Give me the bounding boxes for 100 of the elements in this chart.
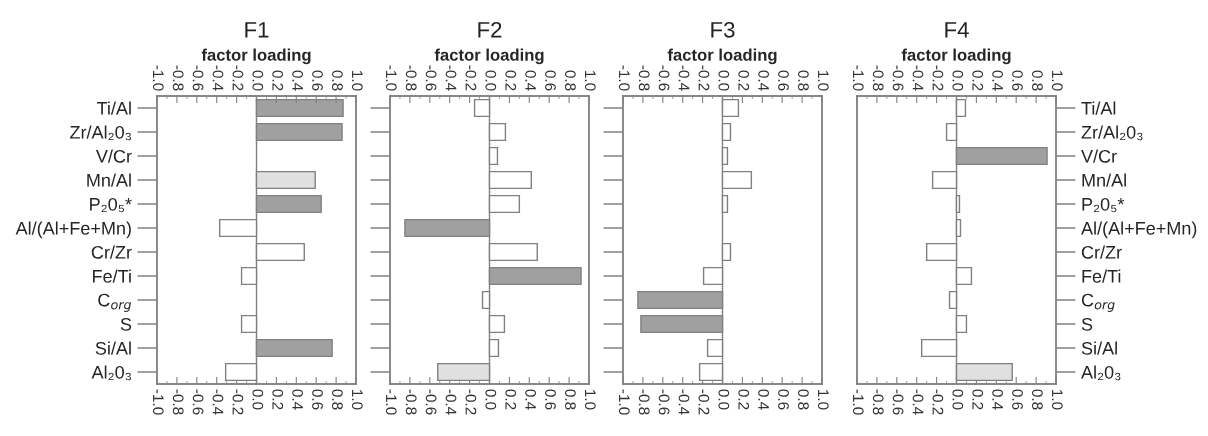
y-tick-label: V/Cr bbox=[95, 149, 132, 163]
y-tick-label: Al/(Al+Fe+Mn) bbox=[1081, 221, 1197, 239]
x-tick-label: 0.6 bbox=[545, 389, 556, 410]
y-tick-label: Al/(Al+Fe+Mn) bbox=[15, 221, 131, 239]
x2-tick-label: 0.4 bbox=[758, 70, 770, 91]
x2-tick-label: 0.8 bbox=[1032, 70, 1043, 91]
x-tick-label: -0.4 bbox=[678, 389, 690, 415]
x2-tick-label: 0.8 bbox=[798, 70, 809, 91]
x-tick-label: -0.6 bbox=[892, 389, 904, 415]
y-tick-label: Ti/Al bbox=[96, 101, 131, 115]
y-tick-label: Zr/Al₂0₃ bbox=[70, 125, 131, 141]
y-tick-label: Al₂0₃ bbox=[1081, 365, 1121, 381]
x-tick-label: -1.0 bbox=[852, 389, 864, 415]
x-tick-label: -0.8 bbox=[405, 389, 417, 415]
x2-tick-label: -0.6 bbox=[892, 65, 904, 91]
x-tick-label: -1.0 bbox=[385, 389, 397, 415]
y-tick-label: C$_{org}$ bbox=[98, 293, 132, 312]
x2-tick-label: 0.4 bbox=[292, 70, 304, 91]
y-tick-label: P₂0₅* bbox=[90, 197, 132, 213]
x2-tick-label: 1.0 bbox=[817, 71, 829, 91]
x2-axis-title: factor loading bbox=[667, 48, 777, 65]
x2-axis-title: factor loading bbox=[434, 48, 544, 65]
chart-title: F4 bbox=[945, 22, 969, 38]
x-tick-label: -0.2 bbox=[698, 389, 710, 415]
x2-axis-title: factor loading bbox=[201, 48, 311, 65]
x2-tick-label: 0.6 bbox=[778, 70, 789, 91]
x2-tick-label: -0.6 bbox=[425, 65, 437, 91]
x-tick-label: 0.4 bbox=[758, 389, 770, 410]
x2-tick-label: -1.0 bbox=[385, 65, 397, 91]
x2-tick-label: -0.4 bbox=[212, 65, 224, 91]
y-tick-label: Zr/Al₂0₃ bbox=[1081, 125, 1143, 141]
x-tick-label: -1.0 bbox=[152, 389, 164, 415]
y-tick-label: C$_{org}$ bbox=[1081, 293, 1115, 312]
x2-tick-label: -0.6 bbox=[192, 65, 204, 91]
y-tick-label: Ti/Al bbox=[1081, 101, 1116, 115]
x-tick-label: -0.4 bbox=[912, 389, 924, 415]
x2-tick-label: 0.2 bbox=[738, 70, 750, 91]
x2-tick-label: -1.0 bbox=[152, 65, 164, 91]
x2-tick-label: -0.8 bbox=[405, 65, 417, 91]
x-tick-label: 0.2 bbox=[272, 389, 284, 410]
x-tick-label: -0.4 bbox=[445, 389, 457, 415]
x2-tick-label: 0.2 bbox=[505, 70, 517, 91]
x2-tick-label: 1.0 bbox=[1051, 71, 1063, 91]
x2-tick-label: -0.4 bbox=[912, 65, 924, 91]
y-tick-label: Cr/Zr bbox=[91, 245, 132, 259]
x2-axis-title: factor loading bbox=[901, 48, 1011, 65]
x-tick-label: 0.6 bbox=[1012, 389, 1023, 410]
x-tick-label: -1.0 bbox=[618, 389, 630, 415]
x2-tick-label: -0.6 bbox=[658, 65, 670, 91]
x2-tick-label: 0.0 bbox=[485, 70, 497, 91]
y-tick-label: Fe/Ti bbox=[1082, 269, 1121, 283]
x-tick-label: -0.8 bbox=[172, 389, 184, 415]
x2-tick-label: 0.6 bbox=[545, 70, 556, 91]
y-tick-label: Fe/Ti bbox=[93, 269, 131, 283]
x2-tick-label: -0.2 bbox=[232, 65, 244, 91]
x-tick-label: 1.0 bbox=[1051, 390, 1063, 410]
y-tick-label: Si/Al bbox=[95, 341, 131, 355]
x-tick-label: -0.2 bbox=[232, 389, 244, 415]
x2-tick-label: 0.2 bbox=[272, 70, 284, 91]
x-tick-label: 1.0 bbox=[817, 390, 829, 410]
x-tick-label: 0.8 bbox=[1032, 389, 1043, 410]
x-tick-label: 0.0 bbox=[485, 389, 497, 410]
x-tick-label: 0.2 bbox=[738, 389, 750, 410]
x2-tick-label: -0.8 bbox=[872, 65, 884, 91]
x-tick-label: -0.2 bbox=[932, 389, 944, 415]
x2-tick-label: 0.6 bbox=[1012, 70, 1023, 91]
x-tick-label: 0.4 bbox=[525, 389, 537, 410]
x2-tick-label: 0.6 bbox=[312, 70, 323, 91]
y-tick-label: V/Cr bbox=[1081, 149, 1117, 163]
x-tick-label: -0.4 bbox=[212, 389, 224, 415]
x2-tick-label: 0.0 bbox=[952, 70, 964, 91]
x2-tick-label: -0.2 bbox=[698, 65, 710, 91]
x2-tick-label: 0.2 bbox=[972, 70, 984, 91]
x-tick-label: -0.6 bbox=[425, 389, 437, 415]
x2-tick-label: 1.0 bbox=[584, 71, 596, 91]
x-tick-label: 0.6 bbox=[312, 389, 323, 410]
x-tick-label: 0.0 bbox=[252, 389, 264, 410]
x-tick-label: 0.0 bbox=[718, 389, 730, 410]
x-tick-label: 0.2 bbox=[505, 389, 517, 410]
y-tick-label: Mn/Al bbox=[87, 173, 131, 187]
y-tick-label: P₂0₅* bbox=[1082, 197, 1125, 213]
x-tick-label: 0.8 bbox=[332, 389, 343, 410]
y-tick-label: Cr/Zr bbox=[1081, 245, 1122, 259]
x2-tick-label: -0.8 bbox=[172, 65, 184, 91]
y-tick-label: Mn/Al bbox=[1082, 173, 1126, 187]
x-tick-label: -0.8 bbox=[872, 389, 884, 415]
x-tick-label: 0.8 bbox=[798, 389, 809, 410]
x-tick-label: -0.2 bbox=[465, 389, 477, 415]
x2-tick-label: -0.4 bbox=[678, 65, 690, 91]
chart-title: F2 bbox=[478, 21, 502, 38]
x2-tick-label: 0.4 bbox=[525, 70, 537, 91]
x2-tick-label: -0.4 bbox=[445, 65, 457, 91]
y-tick-label: Al₂0₃ bbox=[91, 365, 131, 381]
x-tick-label: -0.6 bbox=[192, 389, 204, 415]
x2-tick-label: 0.8 bbox=[565, 70, 576, 91]
chart-title: F1 bbox=[245, 22, 269, 38]
y-tick-label: Si/Al bbox=[1081, 341, 1117, 355]
x-tick-label: 0.2 bbox=[972, 389, 984, 410]
x-tick-label: 0.0 bbox=[952, 389, 964, 410]
x2-tick-label: 0.0 bbox=[718, 70, 730, 91]
